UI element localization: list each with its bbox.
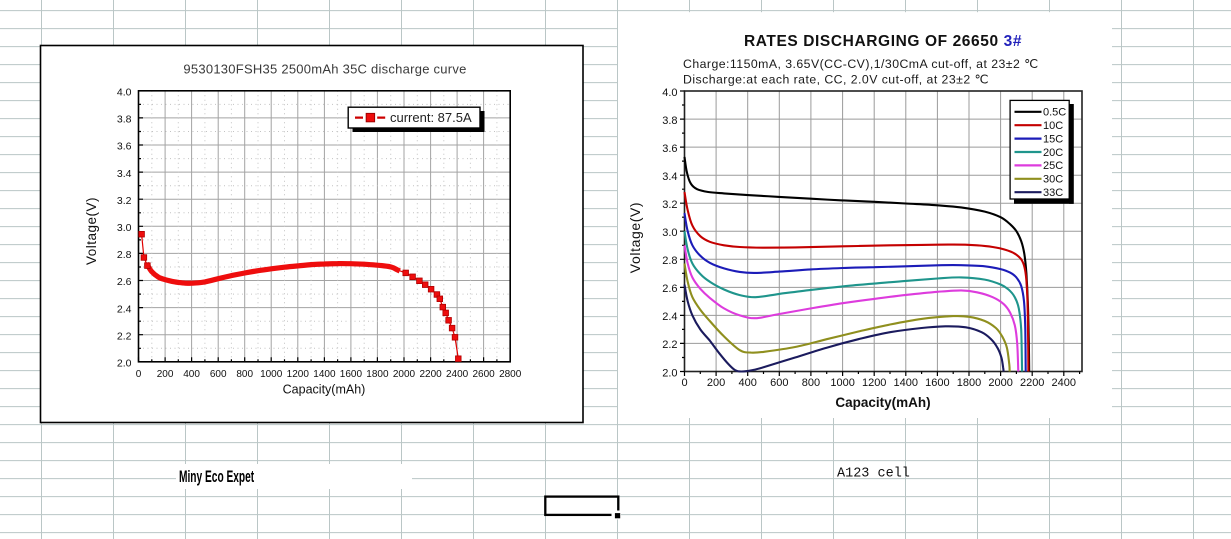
svg-text:200: 200 (707, 377, 725, 389)
svg-text:3.2: 3.2 (117, 195, 132, 207)
svg-text:600: 600 (770, 377, 788, 389)
svg-text:1600: 1600 (925, 377, 949, 389)
svg-text:2200: 2200 (419, 369, 442, 380)
svg-text:3.0: 3.0 (117, 222, 132, 234)
svg-text:30C: 30C (1043, 174, 1063, 186)
svg-text:2000: 2000 (393, 369, 416, 380)
svg-text:2400: 2400 (446, 369, 469, 380)
svg-text:2000: 2000 (988, 377, 1012, 389)
svg-text:2.0: 2.0 (117, 358, 132, 370)
svg-text:600: 600 (210, 369, 227, 380)
svg-text:2.6: 2.6 (662, 283, 677, 295)
svg-text:Charge:1150mA, 3.65V(CC-CV),1/: Charge:1150mA, 3.65V(CC-CV),1/30CmA cut-… (683, 57, 1038, 71)
svg-text:400: 400 (183, 369, 200, 380)
svg-text:1200: 1200 (287, 369, 310, 380)
svg-text:3.6: 3.6 (662, 143, 677, 155)
svg-text:0.5C: 0.5C (1043, 107, 1066, 119)
svg-text:3.8: 3.8 (117, 114, 132, 126)
svg-text:2.6: 2.6 (117, 276, 132, 288)
svg-text:1400: 1400 (313, 369, 336, 380)
svg-text:1600: 1600 (340, 369, 363, 380)
svg-text:1400: 1400 (894, 377, 918, 389)
svg-text:Miny Eco Expet: Miny Eco Expet (179, 468, 254, 487)
svg-text:3.2: 3.2 (662, 199, 677, 211)
svg-text:20C: 20C (1043, 147, 1063, 159)
svg-text:1800: 1800 (366, 369, 389, 380)
svg-text:Discharge:at each rate, CC, 2.: Discharge:at each rate, CC, 2.0V cut-off… (683, 73, 989, 87)
svg-text:800: 800 (236, 369, 253, 380)
svg-text:4.0: 4.0 (662, 87, 677, 99)
svg-text:4.0: 4.0 (117, 87, 132, 99)
svg-text:3.0: 3.0 (662, 227, 677, 239)
svg-text:3.4: 3.4 (117, 168, 132, 180)
svg-text:3.8: 3.8 (662, 115, 677, 127)
svg-text:Voltage(V): Voltage(V) (627, 202, 643, 273)
svg-text:3.4: 3.4 (662, 171, 677, 183)
svg-text:0: 0 (681, 377, 687, 389)
svg-text:2.8: 2.8 (117, 249, 132, 261)
svg-text:25C: 25C (1043, 160, 1063, 172)
svg-text:1200: 1200 (862, 377, 886, 389)
svg-text:1000: 1000 (260, 369, 283, 380)
svg-text:current: 87.5A: current: 87.5A (390, 110, 472, 125)
svg-text:2.8: 2.8 (662, 255, 677, 267)
svg-text:15C: 15C (1043, 133, 1063, 145)
svg-text:2.4: 2.4 (117, 303, 132, 315)
svg-text:Voltage(V): Voltage(V) (84, 197, 99, 265)
svg-text:2.0: 2.0 (662, 367, 677, 379)
svg-text:RATES DISCHARGING OF 26650 3#: RATES DISCHARGING OF 26650 3# (744, 33, 1022, 50)
svg-text:2.2: 2.2 (117, 330, 132, 342)
svg-text:2.2: 2.2 (662, 339, 677, 351)
svg-text:33C: 33C (1043, 187, 1063, 199)
svg-text:2400: 2400 (1052, 377, 1076, 389)
svg-text:9530130FSH35 2500mAh 35C disch: 9530130FSH35 2500mAh 35C discharge curve (183, 62, 466, 77)
svg-text:2800: 2800 (499, 369, 522, 380)
svg-text:2600: 2600 (472, 369, 495, 380)
svg-text:3.6: 3.6 (117, 141, 132, 153)
svg-text:Capacity(mAh): Capacity(mAh) (835, 395, 930, 410)
svg-text:200: 200 (157, 369, 174, 380)
svg-text:400: 400 (739, 377, 757, 389)
svg-text:2.4: 2.4 (662, 311, 677, 323)
svg-text:1800: 1800 (957, 377, 981, 389)
svg-text:800: 800 (802, 377, 820, 389)
svg-text:A123 cell: A123 cell (837, 467, 910, 482)
svg-text:Capacity(mAh): Capacity(mAh) (283, 383, 366, 397)
svg-text:10C: 10C (1043, 120, 1063, 132)
svg-text:1000: 1000 (830, 377, 854, 389)
svg-text:0: 0 (136, 369, 142, 380)
svg-text:2200: 2200 (1020, 377, 1044, 389)
